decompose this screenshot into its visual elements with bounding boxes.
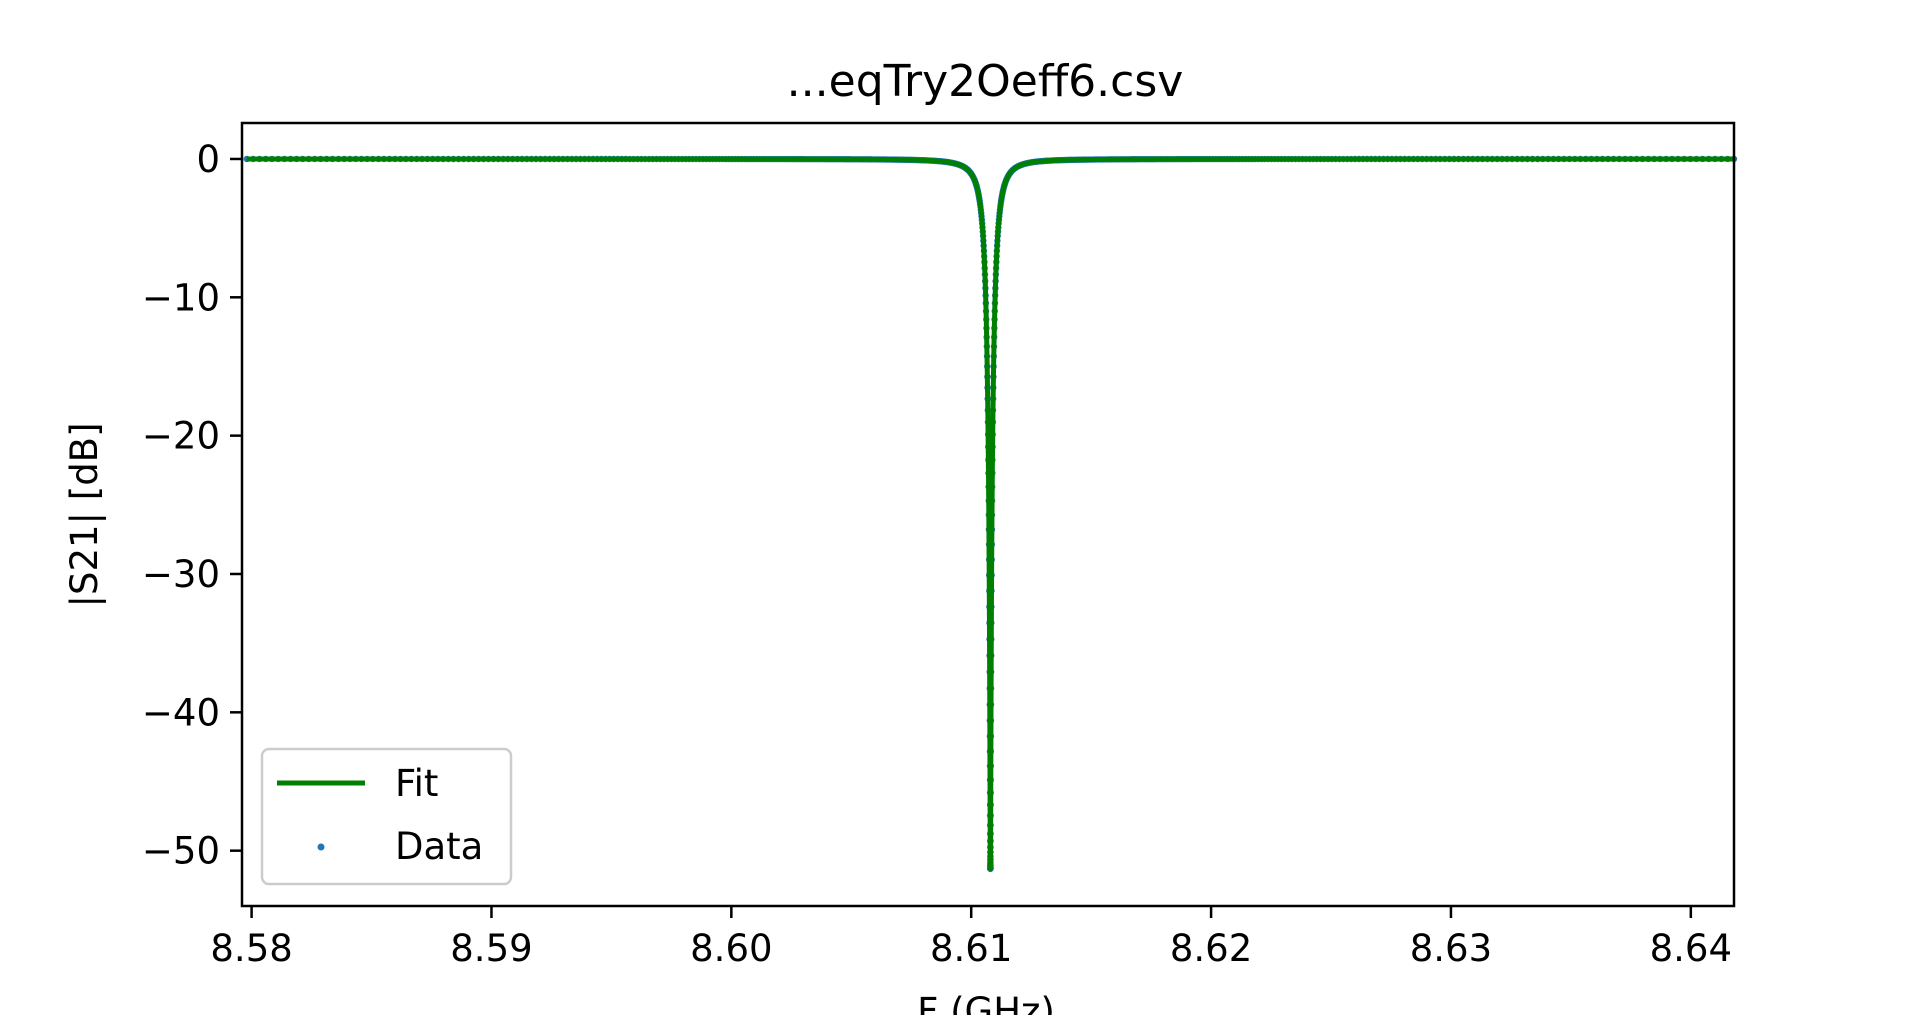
chart-title: ...eqTry2Oeff6.csv bbox=[787, 56, 1184, 107]
x-tick-label: 8.58 bbox=[210, 927, 292, 970]
y-tick-label: 0 bbox=[196, 138, 220, 181]
y-tick-label: −40 bbox=[142, 691, 220, 734]
y-tick-label: −20 bbox=[142, 415, 220, 458]
x-tick-label: 8.63 bbox=[1410, 927, 1492, 970]
plot-area bbox=[240, 121, 1738, 908]
x-axis-ticks: 8.58 8.59 8.60 8.61 8.62 8.63 8.64 bbox=[210, 906, 1732, 970]
x-tick-label: 8.60 bbox=[690, 927, 772, 970]
fit-layer bbox=[246, 156, 1734, 872]
legend: Fit Data bbox=[260, 747, 513, 886]
y-tick-label: −50 bbox=[142, 830, 220, 873]
x-tick-label: 8.59 bbox=[450, 927, 532, 970]
legend-fit-label: Fit bbox=[395, 762, 438, 805]
x-tick-label: 8.64 bbox=[1650, 927, 1732, 970]
y-axis-label: |S21| [dB] bbox=[63, 423, 106, 608]
y-tick-label: −30 bbox=[142, 553, 220, 596]
x-tick-label: 8.62 bbox=[1170, 927, 1252, 970]
x-tick-label: 8.61 bbox=[930, 927, 1012, 970]
axes-frame bbox=[240, 121, 1736, 908]
legend-data-label: Data bbox=[395, 825, 483, 868]
legend-data-marker bbox=[317, 843, 325, 851]
fit-line bbox=[246, 156, 1734, 872]
y-tick-label: −10 bbox=[142, 276, 220, 319]
x-axis-label: F (GHz) bbox=[917, 990, 1055, 1015]
y-axis-ticks: 0 −10 −20 −30 −40 −50 bbox=[142, 138, 242, 873]
